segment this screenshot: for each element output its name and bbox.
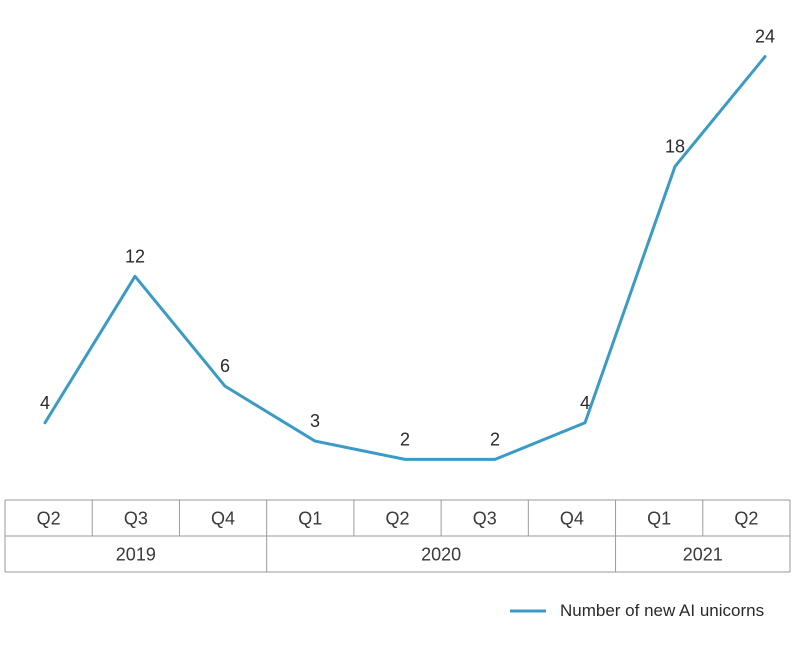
data-label: 18: [665, 136, 685, 156]
data-label: 4: [40, 393, 50, 413]
data-label: 12: [125, 246, 145, 266]
axis-quarter-label: Q3: [473, 508, 497, 528]
chart-svg: 412632241824Q2Q3Q4Q1Q2Q3Q4Q1Q22019202020…: [0, 0, 796, 646]
axis-quarter-label: Q1: [298, 508, 322, 528]
data-label: 2: [400, 429, 410, 449]
axis-quarter-label: Q2: [37, 508, 61, 528]
axis-quarter-label: Q4: [211, 508, 235, 528]
axis-quarter-label: Q4: [560, 508, 584, 528]
axis-quarter-label: Q1: [647, 508, 671, 528]
axis-year-label: 2020: [421, 544, 461, 564]
axis-quarter-label: Q2: [734, 508, 758, 528]
axis-year-label: 2019: [116, 544, 156, 564]
series-line: [45, 57, 765, 460]
axis-quarter-label: Q2: [385, 508, 409, 528]
data-label: 3: [310, 411, 320, 431]
legend-label: Number of new AI unicorns: [560, 601, 764, 620]
data-label: 2: [490, 429, 500, 449]
axis-quarter-label: Q3: [124, 508, 148, 528]
data-label: 24: [755, 27, 775, 47]
data-label: 4: [580, 393, 590, 413]
data-label: 6: [220, 356, 230, 376]
axis-year-label: 2021: [683, 544, 723, 564]
ai-unicorns-chart: 412632241824Q2Q3Q4Q1Q2Q3Q4Q1Q22019202020…: [0, 0, 796, 646]
